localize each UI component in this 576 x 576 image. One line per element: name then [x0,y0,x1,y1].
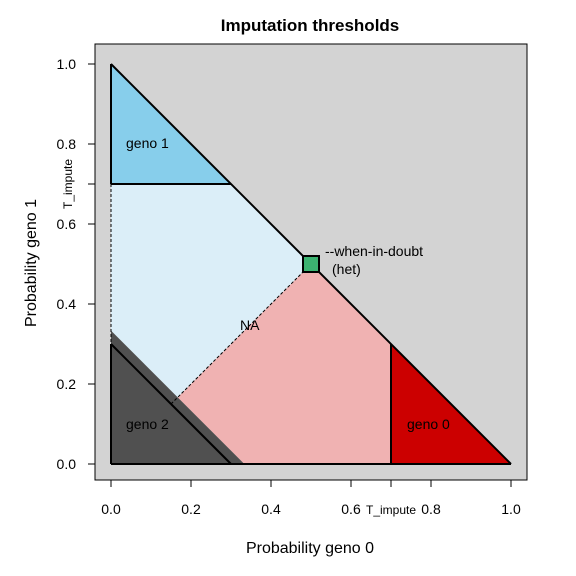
x-tick-label-t-impute: T_impute [366,503,416,517]
y-axis-label: Probability geno 1 [23,199,40,327]
x-tick-label-4: 0.8 [421,501,441,517]
y-tick-label-5: 1.0 [57,56,77,72]
region-label-geno-0: geno 0 [407,416,450,432]
x-axis-label: Probability geno 0 [246,540,374,557]
y-tick-label-2: 0.4 [57,296,77,312]
region-geno-2 [111,330,245,464]
dashed-boundary-0 [170,263,312,405]
x-tick-label-0: 0.0 [101,501,121,517]
boundary-line-7 [170,403,232,465]
region-na-pink [177,264,391,464]
region-label-geno-2: geno 2 [126,416,169,432]
y-tick-label-3: 0.6 [57,216,77,232]
x-tick-label-2: 0.4 [261,501,281,517]
x-tick-label-3: 0.6 [341,501,361,517]
chart-title: Imputation thresholds [221,16,400,35]
x-tick-label-1: 0.2 [181,501,201,517]
when-in-doubt-marker [302,255,320,273]
region-label-na-pink: NA [240,317,260,333]
boundary-line-6 [110,343,172,405]
y-tick-label-4: 0.8 [57,136,77,152]
when-in-doubt-sublabel: (het) [332,261,361,277]
region-na-light [111,184,311,398]
y-tick-label-0: 0.0 [57,456,77,472]
x-tick-label-5: 1.0 [501,501,521,517]
when-in-doubt-label: --when-in-doubt [325,243,423,259]
region-label-geno-1: geno 1 [126,135,169,151]
y-tick-label-1: 0.2 [57,376,77,392]
y-tick-label-t-impute: T_impute [61,159,75,209]
